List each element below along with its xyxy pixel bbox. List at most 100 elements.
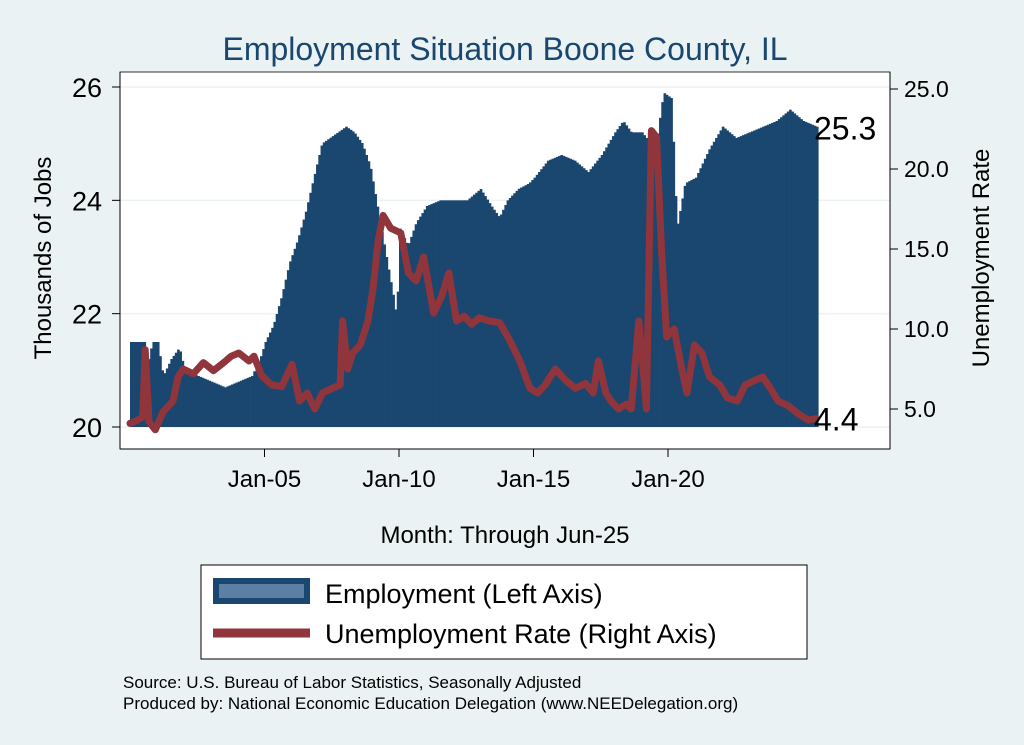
employment-bar xyxy=(771,122,774,427)
employment-bar xyxy=(208,380,212,427)
employment-bar xyxy=(428,205,431,427)
employment-bar xyxy=(412,230,416,427)
employment-bar xyxy=(230,384,234,427)
x-axis-label: Month: Through Jun-25 xyxy=(380,522,629,549)
unemployment-point xyxy=(144,349,146,351)
unemployment-point xyxy=(271,384,273,386)
employment-bar xyxy=(533,177,537,427)
unemployment-point xyxy=(478,317,480,319)
employment-bar xyxy=(280,298,283,427)
employment-bar xyxy=(304,211,308,427)
employment-bar xyxy=(611,136,615,427)
employment-bar xyxy=(625,125,629,427)
employment-bar xyxy=(130,342,133,427)
employment-bar xyxy=(809,123,812,427)
employment-bar xyxy=(802,121,806,427)
employment-bar xyxy=(542,166,546,428)
unemployment-point xyxy=(390,227,392,229)
employment-bar xyxy=(262,349,265,427)
unemployment-point xyxy=(564,379,566,381)
employment-bar xyxy=(242,379,245,427)
employment-bar xyxy=(399,228,402,427)
employment-bar xyxy=(571,159,575,427)
employment-bar xyxy=(504,205,507,427)
employment-bar xyxy=(697,172,700,427)
employment-bar xyxy=(730,134,734,427)
unemployment-point xyxy=(736,400,738,402)
unemployment-point xyxy=(807,419,809,421)
unemployment-point xyxy=(519,360,521,362)
employment-bar xyxy=(253,371,256,427)
employment-bar xyxy=(311,183,315,427)
employment-bar xyxy=(390,282,393,427)
employment-bar xyxy=(685,182,689,427)
employment-bar xyxy=(614,132,617,428)
unemployment-point xyxy=(701,352,703,354)
unemployment-point xyxy=(618,408,620,410)
employment-bar xyxy=(560,155,564,427)
employment-bar xyxy=(257,361,261,427)
employment-bar xyxy=(475,192,478,427)
unemployment-point xyxy=(597,360,599,362)
unemployment-point xyxy=(377,240,379,242)
unemployment-point xyxy=(463,315,465,317)
employment-bar xyxy=(284,279,288,427)
employment-bar xyxy=(815,126,819,428)
employment-bar xyxy=(674,196,678,427)
employment-bar xyxy=(300,227,304,427)
unemployment-point xyxy=(456,320,458,322)
employment-bar xyxy=(782,115,785,427)
employment-bar xyxy=(237,381,241,427)
legend-item-employment: Employment (Left Axis) xyxy=(213,578,603,609)
employment-bar xyxy=(183,370,187,427)
employment-bar xyxy=(692,178,696,427)
employment-bar xyxy=(721,126,725,428)
employment-bar xyxy=(791,111,794,428)
employment-bar xyxy=(777,119,781,427)
employment-bar xyxy=(165,368,169,427)
unemployment-point xyxy=(719,384,721,386)
employment-bar xyxy=(396,291,400,427)
employment-bar xyxy=(728,132,732,428)
employment-bar xyxy=(271,327,274,427)
unemployment-point xyxy=(529,387,531,389)
employment-bar xyxy=(668,96,671,427)
employment-bar xyxy=(425,206,429,427)
employment-bar xyxy=(206,379,209,427)
employment-bar xyxy=(203,378,207,427)
employment-bar xyxy=(437,201,440,427)
unemployment-point xyxy=(342,320,344,322)
unemployment-point xyxy=(655,136,657,138)
employment-bar xyxy=(210,381,214,427)
employment-bar xyxy=(652,146,655,427)
unemployment-point xyxy=(625,403,627,405)
unemployment-point xyxy=(643,376,645,378)
employment-bar xyxy=(676,223,680,427)
employment-bar xyxy=(195,375,198,427)
y-axis-right-tick-label: 20.0 xyxy=(904,156,949,182)
employment-bar xyxy=(773,121,776,427)
employment-last-value-label: 25.3 xyxy=(814,110,876,146)
employment-bar xyxy=(515,190,519,427)
employment-bar xyxy=(764,125,768,427)
employment-bar xyxy=(459,200,463,427)
unemployment-point xyxy=(574,387,576,389)
employment-bar xyxy=(589,169,593,427)
employment-bar xyxy=(329,137,333,427)
employment-bar xyxy=(549,159,552,427)
y-axis-left-tick-label: 24 xyxy=(72,186,102,216)
x-axis-tick-label: Jan-15 xyxy=(497,466,570,493)
unemployment-point xyxy=(400,232,402,234)
employment-bar xyxy=(578,164,581,427)
employment-bar xyxy=(365,155,369,427)
x-axis-tick-label: Jan-10 xyxy=(362,466,435,493)
employment-bar xyxy=(798,117,801,427)
employment-bar xyxy=(616,129,620,427)
employment-bar xyxy=(795,115,799,427)
unemployment-point xyxy=(382,214,384,216)
employment-bar xyxy=(154,342,158,427)
employment-bar xyxy=(569,158,573,427)
employment-bar xyxy=(715,138,718,427)
employment-bar xyxy=(508,197,512,427)
unemployment-point xyxy=(787,405,789,407)
